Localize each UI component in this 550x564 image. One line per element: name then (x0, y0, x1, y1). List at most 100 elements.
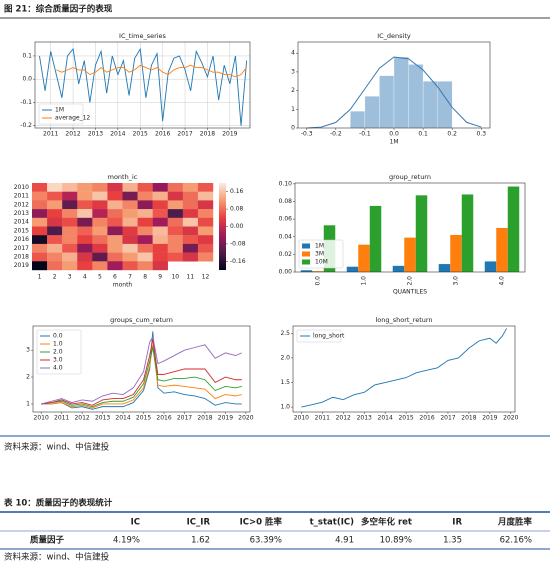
heatmap-cell (47, 209, 63, 218)
heatmap-cell (167, 191, 184, 201)
heatmap-cell (167, 217, 184, 227)
heatmap-cell (197, 226, 214, 236)
x-tick-label: 7 (128, 274, 132, 281)
y-tick-label: 1.5 (280, 379, 290, 386)
heatmap-cell (122, 183, 138, 192)
table-source-note: 资料来源：wind、中信建投 (4, 552, 110, 563)
colorbar-tick-label: 0.08 (230, 206, 244, 213)
table-header-cell: 月度胜率 (497, 517, 533, 528)
heatmap-cell (47, 183, 63, 192)
heatmap-cell (122, 200, 138, 210)
plot-frame (32, 325, 251, 413)
plot-frame (292, 325, 516, 413)
heatmap-cell (92, 217, 108, 227)
heatmap-cell (182, 209, 199, 218)
x-tick-label: 2013 (88, 131, 103, 138)
bar (461, 194, 474, 272)
heatmap-cell (47, 235, 63, 245)
source-note: 资料来源：wind、中信建投 (4, 442, 110, 453)
y-tick-label: 3 (26, 347, 30, 354)
heatmap-cell (152, 235, 168, 245)
heatmap-cell (32, 217, 48, 227)
heatmap-cell (47, 217, 63, 227)
bar (346, 266, 359, 272)
heatmap-cell (137, 191, 153, 201)
heatmap-cell (107, 226, 123, 236)
series-line (39, 47, 248, 126)
heatmap-cell (122, 217, 138, 227)
bar (496, 227, 508, 272)
heatmap-cell (32, 200, 48, 210)
heatmap-cell (62, 209, 78, 218)
x-tick-label: 2016 (155, 131, 170, 138)
y-tick-label: 0.02 (279, 251, 293, 258)
legend-label: 2.0 (53, 349, 63, 356)
colorbar-tick-label: -0.08 (230, 240, 246, 247)
series-line (41, 331, 242, 410)
colorbar-tick-label: 0.16 (230, 188, 244, 195)
legend-label: average_12 (55, 115, 90, 122)
legend-label: 1M (55, 107, 64, 114)
x-tick-label: 2015 (133, 131, 148, 138)
x-tick-label: 2020 (503, 415, 518, 422)
x-tick-label: 2018 (200, 131, 215, 138)
heatmap-cell (167, 226, 184, 236)
heatmap-cell (152, 261, 168, 271)
heatmap-cell (137, 183, 153, 192)
histogram-bar (350, 111, 366, 129)
x-tick-label: 2016 (156, 415, 171, 422)
heatmap-cell (92, 183, 108, 192)
heatmap-cell (47, 226, 63, 236)
y-tick-label: 2.5 (280, 330, 290, 337)
table-cell: 4.91 (335, 536, 354, 546)
heatmap-cell (62, 261, 78, 271)
x-tick-label: 2014 (115, 415, 130, 422)
heatmap-cell (182, 191, 199, 201)
x-tick-label: 2010 (294, 415, 309, 422)
table-header-cell: 多空年化 ret (361, 517, 412, 528)
y-tick-label: 2019 (14, 262, 29, 269)
legend-box (38, 103, 84, 125)
table-cell: 62.16% (500, 536, 532, 546)
table-cell: 4.19% (113, 536, 140, 546)
heatmap-cell (107, 200, 123, 210)
heatmap-cell (182, 252, 199, 262)
y-tick-label: 2011 (14, 193, 29, 200)
heatmap-cell (107, 191, 123, 201)
series-line (56, 64, 247, 78)
y-tick-label: 1 (291, 106, 295, 113)
x-tick-label: 8 (143, 274, 147, 281)
colorbar-tick-label: 0.00 (230, 223, 244, 230)
x-tick-label: -0.3 (301, 131, 313, 138)
series-line (41, 339, 242, 406)
heatmap-cell (137, 200, 153, 210)
histogram-bar (408, 64, 424, 129)
heatmap-cell (47, 200, 63, 210)
legend-label: 10M (315, 259, 328, 266)
x-tick-label: 2013 (357, 415, 372, 422)
heatmap-cell (152, 200, 168, 210)
legend-label: 4.0 (53, 365, 63, 372)
heatmap-cell (77, 217, 93, 227)
heatmap-cell (182, 183, 199, 192)
y-tick-label: -0.2 (20, 122, 32, 129)
heatmap-cell (47, 243, 63, 253)
heatmap-cell (77, 226, 93, 236)
legend-swatch (302, 251, 310, 257)
heatmap-cell (92, 191, 108, 201)
heatmap-cell (167, 183, 184, 192)
table-header-cell: IC>0 胜率 (240, 517, 283, 528)
chart-title: group_return (389, 173, 431, 181)
heatmap-cell (137, 226, 153, 236)
heatmap-cell (197, 209, 214, 218)
y-tick-label: 0.06 (279, 216, 293, 223)
x-tick-label: 0.1 (418, 131, 428, 138)
histogram-bar (364, 96, 380, 129)
legend-label: 3M (315, 251, 324, 258)
y-tick-label: -0.1 (20, 99, 32, 106)
chart-title: IC_time_series (119, 32, 167, 40)
heatmap-cell (32, 261, 48, 271)
y-tick-label: 2012 (14, 201, 29, 208)
heatmap-cell (167, 252, 184, 262)
